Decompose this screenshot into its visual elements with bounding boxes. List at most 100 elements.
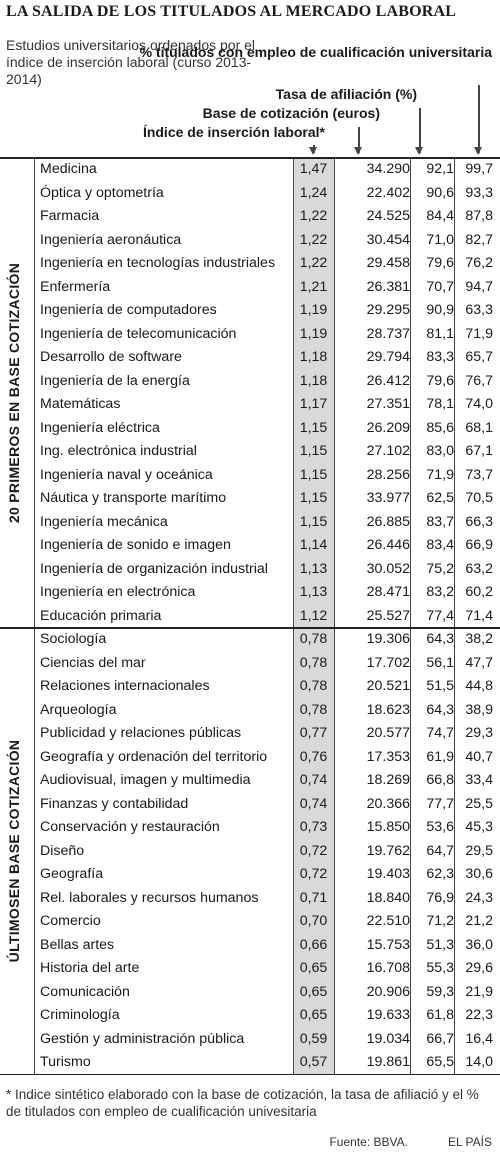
table-row: Publicidad y relaciones públicas 0,77 20.5… [34, 722, 494, 746]
cell-name: Ingeniería de organización industrial [40, 560, 268, 577]
table-row: Arqueología 0,78 18.623 64,3 38,9 [34, 699, 494, 723]
cell-indice: 0,78 [299, 701, 328, 718]
cell-name: Ciencias del mar [40, 654, 146, 671]
table-row: Conservación y restauración 0,73 15.850 53,… [34, 816, 494, 840]
cell-name: Ingeniería de computadores [40, 302, 217, 318]
cell-base: 22.402 [366, 184, 410, 201]
publisher-text: EL PAÍS [447, 1135, 492, 1149]
cell-name: Ing. electrónica industrial [40, 443, 197, 459]
cell-base: 30.454 [366, 231, 410, 248]
cell-base: 20.906 [366, 983, 410, 1000]
table-row: Matemáticas 1,17 27.351 78,1 74,0 [34, 393, 494, 417]
header-tasa-afiliacion: Tasa de afiliación (%) [275, 86, 417, 102]
cell-indice: 0,65 [299, 960, 328, 976]
cell-indice: 1,14 [299, 537, 328, 553]
cell-name: Gestión y administración pública [40, 1030, 245, 1047]
cell-tasa: 90,9 [426, 302, 454, 318]
cell-pct: 63,3 [465, 302, 493, 318]
cell-name: Publicidad y relaciones públicas [40, 725, 242, 741]
table-row: Geografía 0,72 19.403 62,3 30,6 [34, 863, 494, 887]
cell-name: Bellas artes [40, 936, 115, 953]
cell-tasa: 64,3 [426, 631, 454, 647]
table-row: Ingeniería de organización industrial 1,1… [34, 558, 494, 582]
table-row: Ingeniería en tecnologías industriales 1,… [34, 252, 494, 276]
cell-base: 15.850 [366, 819, 410, 835]
cell-name: Diseño [40, 842, 85, 859]
cell-name: Arqueología [40, 701, 117, 718]
cell-base: 26.381 [366, 278, 410, 295]
cell-name: Enfermería [40, 278, 111, 295]
cell-base: 28.471 [366, 584, 410, 600]
cell-name: Ingeniería de telecomunicación [40, 325, 237, 342]
table-row: Bellas artes 0,66 15.753 51,3 36,0 [34, 934, 494, 958]
cell-pct: 40,7 [465, 748, 493, 765]
cell-base: 26.446 [366, 537, 410, 553]
cell-indice: 1,24 [299, 184, 328, 201]
arrow-indice-icon [310, 145, 316, 155]
column-divider [293, 158, 294, 1075]
group-divider [0, 627, 500, 629]
cell-tasa: 83,4 [426, 537, 454, 553]
cell-name: Ingeniería mecánica [40, 513, 168, 530]
cell-indice: 1,15 [299, 419, 328, 436]
cell-base: 19.306 [366, 631, 410, 647]
table-row: Diseño 0,72 19.762 64,7 29,5 [34, 840, 494, 864]
cell-base: 26.209 [366, 419, 410, 436]
cell-name: Geografía y ordenación del territorio [40, 748, 268, 765]
cell-tasa: 84,4 [426, 208, 454, 224]
cell-name: Sociología [40, 631, 107, 647]
cell-name: Ingeniería de la energía [40, 372, 190, 389]
cell-tasa: 51,5 [426, 678, 454, 694]
table-row: Rel. laborales y recursos humanos 0,71 18.… [34, 887, 494, 911]
table-row: Sociología 0,78 19.306 64,3 38,2 [34, 628, 494, 652]
cell-base: 19.861 [366, 1054, 410, 1070]
cell-tasa: 65,5 [426, 1054, 454, 1070]
cell-pct: 93,3 [465, 184, 493, 201]
cell-base: 19.633 [366, 1007, 410, 1023]
cell-indice: 1,18 [299, 372, 328, 389]
group-divider [0, 157, 500, 159]
cell-pct: 99,7 [465, 161, 493, 177]
header-indice-insercion: Índice de inserción laboral* [142, 124, 325, 140]
cell-tasa: 90,6 [426, 184, 454, 201]
group-label-text: ÚLTIMOSEN BASE COTIZACIÓN [6, 739, 22, 963]
cell-tasa: 75,2 [426, 560, 454, 577]
cell-base: 24.525 [366, 208, 410, 224]
cell-name: Criminología [40, 1007, 120, 1023]
cell-indice: 1,21 [299, 278, 328, 295]
cell-pct: 16,4 [465, 1030, 493, 1047]
cell-base: 18.623 [366, 701, 410, 718]
cell-indice: 1,22 [299, 231, 328, 248]
cell-indice: 1,19 [299, 302, 328, 318]
cell-pct: 94,7 [465, 278, 493, 295]
cell-base: 19.762 [366, 842, 410, 859]
cell-pct: 21,2 [465, 913, 493, 929]
footnote: * Indice sintético elaborado con la base… [6, 1087, 479, 1119]
cell-base: 29.295 [366, 302, 410, 318]
cell-name: Ingeniería en tecnologías industriales [40, 255, 276, 271]
cell-indice: 1,12 [299, 607, 328, 624]
table-row: Ingeniería de telecomunicación 1,19 28.737… [34, 323, 494, 347]
group-label-text: 20 PRIMEROS EN BASE COTIZACIÓN [6, 262, 22, 524]
table-row: Finanzas y contabilidad 0,74 20.366 77,7 25,… [34, 793, 494, 817]
cell-indice: 0,78 [299, 678, 328, 694]
source-text: Fuente: BBVA. [329, 1135, 408, 1149]
cell-pct: 45,3 [465, 819, 493, 835]
cell-pct: 74,0 [465, 396, 493, 412]
cell-tasa: 61,8 [426, 1007, 454, 1023]
cell-indice: 0,59 [299, 1030, 328, 1047]
cell-base: 19.403 [366, 866, 410, 882]
cell-tasa: 85,6 [426, 419, 454, 436]
cell-pct: 36,0 [465, 936, 493, 953]
cell-name: Náutica y transporte marítimo [40, 490, 227, 506]
cell-indice: 0,78 [299, 631, 328, 647]
arrow-base-icon [355, 127, 361, 155]
header-base-cotizacion: Base de cotización (euros) [202, 105, 380, 121]
table-row: Ingeniería de la energía 1,18 26.412 79,6 76… [34, 370, 494, 394]
cell-base: 16.708 [366, 960, 410, 976]
cell-tasa: 51,3 [426, 936, 454, 953]
cell-indice: 1,13 [299, 584, 328, 600]
cell-tasa: 64,3 [426, 701, 454, 718]
table-row: Medicina 1,47 34.290 92,1 99,7 [34, 158, 494, 182]
table-row: Turismo 0,57 19.861 65,5 14,0 [34, 1051, 494, 1075]
